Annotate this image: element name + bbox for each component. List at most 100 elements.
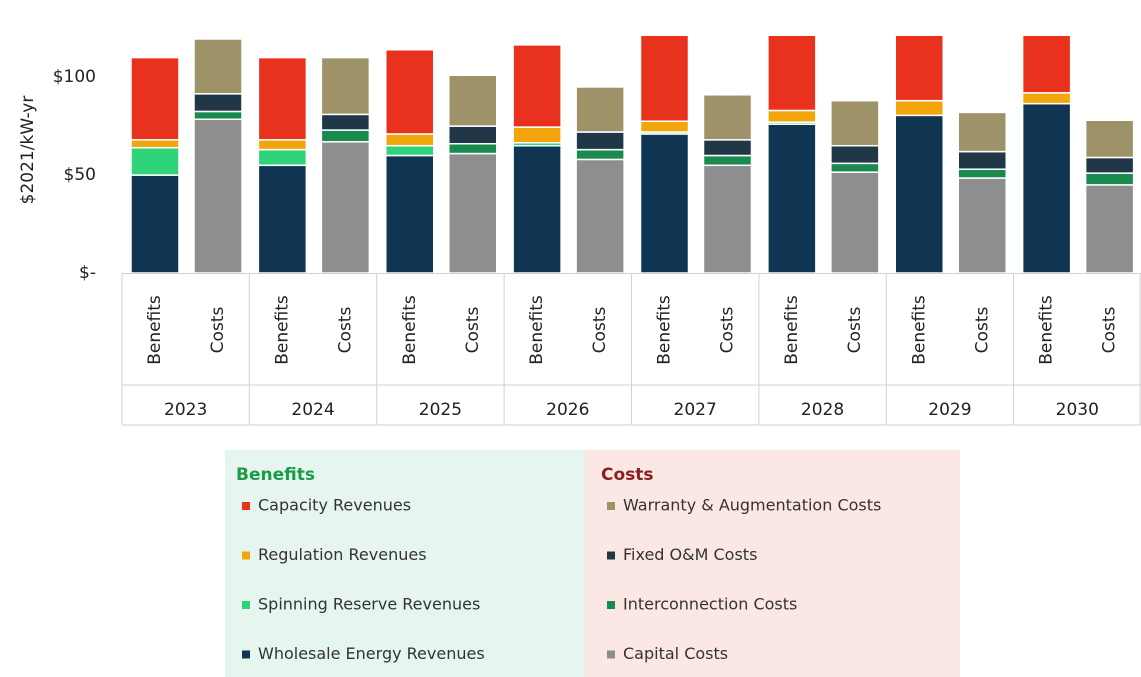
- bar-segment: [1021, 36, 1072, 94]
- x-group-label: 2023: [164, 400, 207, 420]
- y-tick-label: $50: [64, 165, 96, 185]
- bar-segment: [1021, 92, 1072, 105]
- bar-segment: [575, 158, 625, 274]
- x-group-label: 2026: [546, 400, 589, 420]
- bar-segment: [257, 164, 308, 274]
- legend-label: Spinning Reserve Revenues: [258, 595, 480, 614]
- x-tick-label: Benefits: [782, 295, 802, 365]
- bars: [130, 36, 1135, 274]
- benefits-legend-panel: [225, 450, 585, 677]
- x-tick-label: Costs: [718, 307, 738, 354]
- bar-segment: [894, 36, 944, 102]
- legend-label: Fixed O&M Costs: [623, 545, 757, 564]
- bar-segment: [575, 131, 625, 151]
- bar-segment: [193, 93, 243, 113]
- bar-segment: [957, 111, 1007, 153]
- bar-segment: [320, 129, 371, 143]
- bar-segment: [448, 143, 498, 155]
- bar-segment: [702, 154, 753, 167]
- bar-segment: [448, 125, 498, 145]
- x-tick-label: Costs: [845, 307, 865, 354]
- legend-label: Warranty & Augmentation Costs: [623, 496, 881, 515]
- bar-segment: [1021, 102, 1072, 274]
- x-group-label: 2025: [419, 400, 462, 420]
- x-tick-label: Benefits: [527, 295, 547, 365]
- x-group-label: 2024: [291, 400, 334, 420]
- bar-segment: [957, 168, 1007, 179]
- costs-legend-panel: [585, 450, 960, 677]
- bar-segment: [385, 154, 435, 274]
- bar-segment: [702, 94, 753, 141]
- bar-segment: [1084, 184, 1135, 274]
- legend-title: Costs: [601, 465, 654, 485]
- x-tick-label: Costs: [590, 307, 610, 354]
- legend-swatch: [242, 601, 250, 609]
- x-tick-label: Benefits: [400, 295, 420, 365]
- bar-segment: [767, 36, 817, 112]
- bar-segment: [130, 139, 180, 149]
- legend-label: Capital Costs: [623, 644, 728, 663]
- bar-segment: [575, 86, 625, 133]
- bar-segment: [320, 113, 371, 131]
- bar-segment: [193, 110, 243, 121]
- bar-segment: [957, 177, 1007, 274]
- legend-swatch: [607, 551, 615, 560]
- bar-segment: [320, 56, 371, 116]
- legend-swatch: [607, 650, 615, 659]
- legend-swatch: [242, 502, 250, 510]
- bar-segment: [448, 74, 498, 127]
- legend-title: Benefits: [236, 465, 315, 485]
- x-tick-label: Benefits: [1037, 295, 1057, 365]
- bar-segment: [385, 49, 435, 135]
- bar-segment: [702, 164, 753, 274]
- legend-swatch: [242, 551, 250, 560]
- x-tick-label: Costs: [972, 307, 992, 354]
- bar-segment: [767, 123, 817, 274]
- bar-segment: [385, 133, 435, 147]
- bar-segment: [830, 144, 880, 165]
- x-tick-label: Benefits: [272, 295, 292, 365]
- x-tick-label: Benefits: [909, 295, 929, 365]
- legend-label: Interconnection Costs: [623, 595, 797, 614]
- bar-segment: [385, 144, 435, 157]
- bar-segment: [257, 56, 308, 141]
- bar-segment: [575, 148, 625, 161]
- bar-segment: [957, 150, 1007, 170]
- legend-swatch: [242, 650, 250, 659]
- bar-segment: [830, 99, 880, 147]
- x-tick-label: Benefits: [655, 295, 675, 365]
- bar-segment: [130, 174, 180, 274]
- bar-segment: [639, 133, 690, 274]
- bar-segment: [1084, 156, 1135, 174]
- bar-segment: [830, 171, 880, 274]
- bar-segment: [193, 38, 243, 95]
- bar-segment: [130, 56, 180, 141]
- bar-segment: [639, 120, 690, 133]
- bar-segment: [448, 152, 498, 274]
- x-group-label: 2027: [674, 400, 717, 420]
- x-tick-label: Costs: [208, 307, 228, 354]
- legend-label: Regulation Revenues: [258, 545, 427, 564]
- x-tick-label: Costs: [1100, 307, 1120, 354]
- legend-swatch: [607, 502, 615, 510]
- x-tick-label: Costs: [335, 307, 355, 354]
- y-tick-label: $-: [79, 263, 96, 283]
- bar-segment: [894, 114, 944, 274]
- bar-segment: [130, 146, 180, 176]
- legend-label: Capacity Revenues: [258, 496, 411, 515]
- y-axis-label: $2021/kW-yr: [18, 96, 38, 205]
- bar-segment: [894, 99, 944, 117]
- bar-segment: [512, 44, 562, 128]
- bar-segment: [767, 109, 817, 123]
- x-tick-label: Costs: [463, 307, 483, 354]
- bar-segment: [320, 141, 371, 274]
- bar-segment: [512, 126, 562, 144]
- bar-segment: [257, 139, 308, 151]
- x-group-label: 2029: [928, 400, 971, 420]
- bar-segment: [1084, 172, 1135, 186]
- bar-segment: [193, 118, 243, 274]
- bar-segment: [639, 36, 690, 122]
- x-tick-label: Benefits: [145, 295, 165, 365]
- bar-segment: [830, 162, 880, 173]
